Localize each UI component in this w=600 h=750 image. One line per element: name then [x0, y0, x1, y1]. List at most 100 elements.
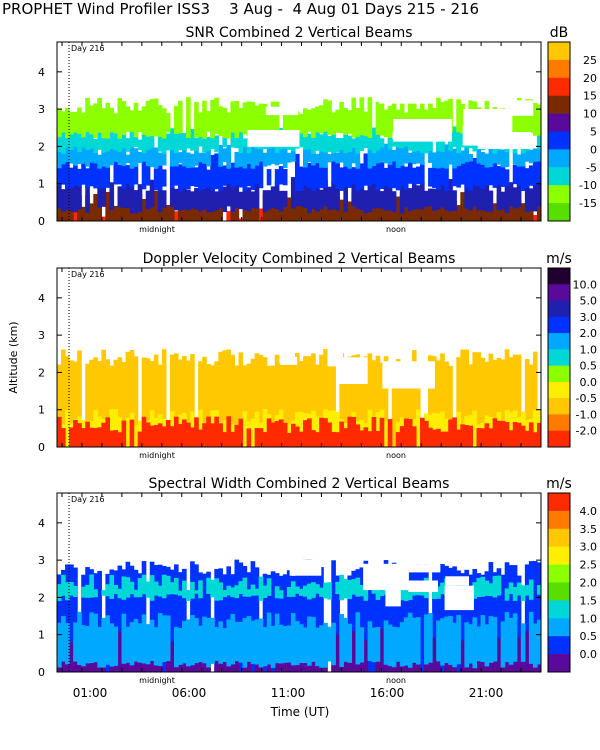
heatmap-band-cell: [480, 428, 486, 447]
colorbar-label: 1.0: [580, 343, 598, 356]
heatmap-band-cell: [323, 99, 328, 132]
heatmap-band-cell: [282, 143, 288, 168]
x-tick-label: 06:00: [172, 686, 207, 700]
y-tick-label: 2: [38, 366, 45, 379]
heatmap-band-cell: [460, 349, 465, 447]
heatmap-band-cell: [303, 108, 308, 137]
heatmap-band-cell: [202, 156, 207, 189]
heatmap-band-cell: [452, 417, 457, 447]
heatmap-band-cell: [73, 164, 78, 186]
heatmap-band-cell: [190, 191, 195, 209]
heatmap-band-cell: [226, 179, 232, 207]
heatmap-band-cell: [157, 423, 163, 447]
heatmap-band-cell: [512, 164, 518, 185]
heatmap-band-cell: [355, 157, 361, 191]
heatmap-band-cell: [254, 160, 260, 185]
heatmap-band-cell: [222, 589, 227, 598]
heatmap-band-cell: [347, 201, 353, 221]
heatmap-band-cell: [278, 419, 284, 447]
heatmap-band-cell: [69, 642, 74, 672]
heatmap-band-cell: [182, 580, 187, 599]
heatmap-band-cell: [117, 588, 123, 599]
heatmap-band-cell: [359, 430, 365, 447]
heatmap-band-cell: [65, 107, 70, 139]
heatmap-band-cell: [97, 361, 102, 447]
heatmap-band-cell: [363, 190, 369, 214]
heatmap-band-cell: [395, 566, 401, 672]
heatmap-band-cell: [407, 152, 413, 163]
heatmap-band-cell: [452, 157, 457, 187]
data-gap: [408, 580, 438, 592]
heatmap-band-cell: [411, 167, 417, 185]
heatmap-band-cell: [222, 148, 227, 163]
heatmap-band-cell: [379, 143, 385, 162]
heatmap-band-cell: [157, 364, 163, 447]
heatmap-band-cell: [182, 185, 187, 210]
heatmap-band-cell: [484, 423, 490, 447]
heatmap-band-cell: [194, 101, 199, 138]
heatmap-band-cell: [234, 621, 240, 662]
heatmap-band-cell: [303, 559, 308, 672]
heatmap-band-cell: [238, 191, 244, 210]
heatmap-band-cell: [182, 159, 187, 190]
heatmap-band-cell: [258, 103, 264, 139]
heatmap-band-cell: [61, 143, 66, 165]
heatmap-band-cell: [173, 188, 179, 211]
heatmap-band-cell: [355, 153, 361, 169]
heatmap-band-cell: [444, 361, 449, 447]
data-gap: [296, 528, 332, 553]
heatmap-band-cell: [347, 110, 353, 134]
heatmap-band-cell: [97, 97, 102, 133]
heatmap-band-cell: [415, 409, 421, 447]
heatmap-band-cell: [355, 183, 361, 209]
heatmap-band-cell: [379, 590, 385, 596]
heatmap-band-cell: [464, 349, 469, 447]
heatmap-band-cell: [81, 428, 86, 447]
heatmap-band-cell: [89, 148, 94, 163]
heatmap-band-cell: [178, 590, 183, 596]
heatmap-band-cell: [274, 613, 280, 664]
heatmap-band-cell: [266, 190, 272, 210]
heatmap-band-cell: [222, 107, 227, 139]
heatmap-band-cell: [294, 353, 300, 447]
colorbar-swatch: [548, 300, 570, 318]
heatmap-band-cell: [399, 622, 405, 667]
colorbar-swatch: [548, 131, 570, 150]
heatmap-band-cell: [387, 159, 393, 189]
heatmap-band-cell: [169, 354, 175, 447]
heatmap-field: [57, 510, 541, 672]
plot-frame: [56, 41, 542, 222]
heatmap-band-cell: [504, 349, 510, 447]
heatmap-band-cell: [282, 574, 288, 672]
heatmap-band-cell: [182, 568, 187, 672]
heatmap-band-cell: [73, 130, 78, 147]
heatmap-band-cell: [428, 167, 433, 187]
heatmap-band-cell: [323, 166, 328, 188]
heatmap-band-cell: [198, 152, 203, 163]
heatmap-band-cell: [65, 356, 70, 447]
heatmap-band-cell: [347, 155, 353, 188]
heatmap-band-cell: [319, 417, 324, 447]
heatmap-band-cell: [456, 205, 461, 221]
heatmap-band-cell: [141, 125, 147, 154]
heatmap-band-cell: [161, 151, 167, 166]
heatmap-band-cell: [290, 196, 296, 221]
heatmap-band-cell: [528, 364, 534, 447]
heatmap-band-cell: [399, 181, 405, 214]
heatmap-band-cell: [323, 141, 328, 168]
heatmap-band-cell: [262, 573, 268, 672]
heatmap-band-cell: [153, 168, 159, 191]
heatmap-band-cell: [210, 154, 215, 192]
heatmap-band-cell: [105, 615, 111, 665]
heatmap-band-cell: [496, 166, 502, 185]
heatmap-band-cell: [157, 152, 163, 166]
heatmap-band-cell: [528, 422, 534, 447]
heatmap-band-cell: [238, 152, 244, 167]
heatmap-band-cell: [125, 165, 131, 184]
heatmap-band-cell: [169, 569, 175, 672]
heatmap-band-cell: [303, 176, 308, 208]
heatmap-band-cell: [85, 97, 90, 133]
heatmap-band-cell: [178, 100, 183, 134]
heatmap-band-cell: [278, 190, 284, 212]
heatmap-band-cell: [105, 584, 111, 597]
